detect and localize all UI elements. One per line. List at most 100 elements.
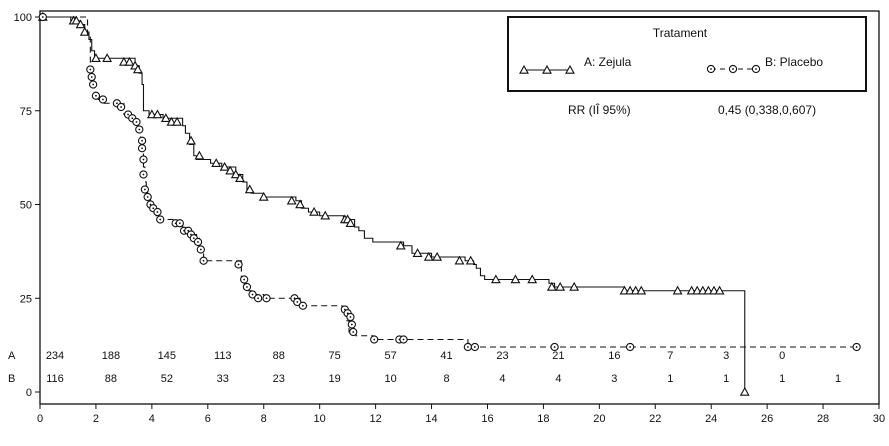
risk-count: 75 [329, 350, 341, 362]
plot-frame [39, 10, 880, 405]
censor-mark-placebo-center [141, 139, 143, 142]
risk-count: 7 [667, 350, 673, 362]
legend: Tratament A: Zejula B: Placebo RR (IÎ 95… [507, 16, 867, 117]
censor-mark-zejula [132, 64, 143, 74]
censor-mark-zejula [102, 53, 113, 63]
censor-mark-placebo-center [141, 147, 143, 150]
censor-mark-zejula [309, 206, 320, 216]
y-tick-label-25: 25 [20, 293, 32, 305]
censor-mark-placebo-center [246, 286, 248, 288]
risk-count: 1 [779, 373, 785, 385]
censor-mark-placebo-center [257, 297, 260, 300]
censor-mark-zejula [412, 248, 423, 258]
y-tick-label-0: 0 [26, 387, 32, 399]
censor-mark-placebo-center [265, 297, 268, 300]
risk-count: 41 [440, 350, 452, 362]
censor-mark-placebo-center [473, 346, 476, 348]
censor-mark-placebo-center [146, 196, 149, 198]
censor-mark-zejula [465, 255, 476, 265]
censor-mark-placebo-center [629, 346, 631, 348]
risk-count: 234 [46, 350, 64, 362]
risk-count: 4 [555, 373, 561, 385]
censor-mark-placebo-center [350, 323, 353, 326]
censor-mark-zejula [172, 116, 182, 126]
risk-count: 1 [667, 373, 673, 385]
hazard-ratio-value: 0,45 (0,338,0,607) [718, 103, 816, 117]
risk-count: 57 [384, 350, 396, 362]
x-tick-label-8: 8 [261, 413, 267, 425]
censor-mark-zejula [230, 169, 241, 179]
censor-mark-placebo-center [553, 346, 556, 348]
censor-mark-placebo-center [90, 76, 93, 78]
censor-mark-placebo-center [142, 158, 145, 161]
risk-count: 88 [105, 373, 117, 385]
censor-mark-placebo-center [116, 102, 118, 105]
legend-label-zejula: A: Zejula [584, 55, 632, 69]
censor-mark-zejula [546, 281, 557, 291]
censor-mark-placebo-center [152, 207, 155, 210]
censor-mark-zejula [555, 281, 566, 291]
censor-mark-zejula [636, 285, 647, 295]
risk-row-label: B [8, 373, 15, 385]
censor-mark-zejula [219, 161, 230, 171]
censor-mark-placebo-center [131, 117, 134, 120]
censor-mark-zejula [71, 15, 82, 25]
risk-count: 10 [384, 373, 396, 385]
risk-count: 23 [496, 350, 508, 362]
censor-mark-zejula [510, 274, 521, 284]
censor-mark-placebo-center [349, 316, 352, 318]
x-tick-label-20: 20 [593, 413, 605, 425]
censor-mark-zejula [160, 113, 171, 122]
risk-count: 16 [608, 350, 620, 362]
censor-mark-placebo-center [138, 128, 141, 131]
censor-mark-placebo-center [237, 263, 240, 266]
risk-count: 3 [611, 373, 617, 385]
censor-mark-zejula [320, 210, 331, 220]
censor-mark-zejula [454, 255, 465, 265]
legend-marker-zejula [542, 64, 552, 74]
censor-mark-placebo-center [373, 338, 376, 341]
censor-mark-placebo-center [142, 173, 145, 176]
x-tick-label-24: 24 [705, 413, 717, 425]
risk-count: 4 [499, 373, 505, 385]
legend-box [507, 16, 867, 92]
x-tick-label-6: 6 [205, 413, 211, 425]
censor-mark-zejula [235, 173, 245, 182]
y-tick-label-75: 75 [20, 106, 32, 118]
legend-label-placebo: B: Placebo [765, 55, 823, 69]
risk-row-label: A [8, 350, 16, 362]
censor-mark-placebo-center [92, 83, 95, 86]
legend-marker-zejula [519, 64, 529, 74]
censor-mark-zejula [423, 251, 434, 261]
censor-mark-zejula [739, 386, 750, 396]
censor-mark-zejula [194, 150, 205, 160]
censor-mark-zejula [75, 19, 86, 29]
series-zejula [37, 11, 750, 396]
censor-mark-placebo-center [197, 241, 199, 243]
risk-count: 1 [723, 373, 729, 385]
risk-count: 19 [329, 373, 341, 385]
risk-count: 21 [552, 350, 564, 362]
censor-mark-zejula [79, 26, 90, 36]
x-tick-label-14: 14 [425, 413, 437, 425]
censor-mark-zejula [244, 184, 255, 194]
censor-mark-zejula [527, 274, 538, 284]
hazard-ratio-label: RR (IÎ 95%) [568, 102, 631, 117]
x-tick-label-2: 2 [93, 413, 99, 425]
censor-mark-placebo-center [243, 278, 246, 281]
censor-mark-zejula [295, 199, 306, 209]
series-placebo [38, 12, 861, 352]
x-tick-label-22: 22 [649, 413, 661, 425]
censor-mark-zejula [672, 285, 683, 295]
risk-count: 1 [835, 373, 841, 385]
risk-count: 8 [443, 373, 449, 385]
risk-table: A 234 188 145 113 88 75 57 41 23 21 16 7 3 0B 116 88 52 33… [8, 350, 841, 385]
x-tick-label-26: 26 [761, 413, 773, 425]
censor-mark-placebo-center [156, 211, 159, 213]
censor-mark-placebo-center [352, 331, 355, 333]
censor-mark-zejula [395, 240, 406, 250]
risk-count: 52 [161, 373, 173, 385]
plot-area [39, 10, 880, 405]
censor-mark-placebo-center [199, 248, 202, 251]
